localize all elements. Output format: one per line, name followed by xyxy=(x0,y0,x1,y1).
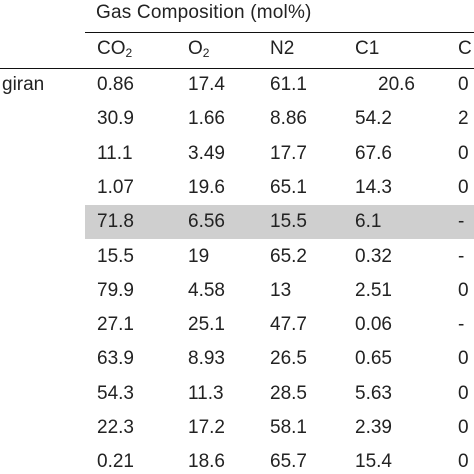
table-cell: 11.1 xyxy=(97,142,133,164)
table-cell: 8.93 xyxy=(188,348,225,370)
table-cell: 0 xyxy=(458,348,469,370)
table-cell: 17.2 xyxy=(188,417,225,438)
column-header-text: N2 xyxy=(270,38,295,59)
column-header-text: C1 xyxy=(355,38,380,59)
column-header-text: CO xyxy=(97,38,126,59)
column-header: N2 xyxy=(270,37,294,61)
table-cell: 17.7 xyxy=(270,142,307,164)
table-cell: 0 xyxy=(458,451,469,473)
table-cell: 0.21 xyxy=(97,451,134,473)
table-cell: 0.06 xyxy=(355,314,392,336)
table-cell: 58.1 xyxy=(270,417,307,438)
column-header-subscript: 2 xyxy=(202,46,210,60)
table-cell: 65.1 xyxy=(270,176,307,198)
table-cell: - xyxy=(458,314,465,336)
table-cell: 11.3 xyxy=(188,382,224,404)
table-cell: 0 xyxy=(458,279,469,301)
table-cell: 1.07 xyxy=(97,176,134,198)
table-cell: 30.9 xyxy=(97,108,134,130)
column-header-text: C xyxy=(458,38,472,59)
table-cell: 20.6 xyxy=(378,74,415,95)
table-cell: - xyxy=(458,211,465,233)
column-header-text: O xyxy=(188,38,203,59)
table-title: Gas Composition (mol%) xyxy=(96,2,312,23)
table-cell: - xyxy=(458,245,465,267)
table-cell: 15.5 xyxy=(97,245,134,267)
table-cell: 14.3 xyxy=(355,176,392,198)
table-cell: 26.5 xyxy=(270,348,307,370)
row-label: giran xyxy=(2,74,45,95)
table-cell: 79.9 xyxy=(97,279,134,301)
column-header-subscript: 2 xyxy=(125,46,133,60)
column-header: O2 xyxy=(188,37,209,61)
table-cell: 47.7 xyxy=(270,314,307,336)
table-cell: 0.65 xyxy=(355,348,392,370)
table-cell: 1.66 xyxy=(188,108,225,130)
table-cell: 2.39 xyxy=(355,417,392,438)
column-header: C xyxy=(458,37,472,61)
table-cell: 61.1 xyxy=(270,74,307,95)
table-cell: 17.4 xyxy=(188,74,225,95)
table-cell: 15.5 xyxy=(270,211,307,233)
table-cell: 27.1 xyxy=(97,314,134,336)
table-cell: 65.2 xyxy=(270,245,307,267)
table-cell: 63.9 xyxy=(97,348,134,370)
table-cell: 28.5 xyxy=(270,382,307,404)
table-cell: 25.1 xyxy=(188,314,225,336)
table-cell: 18.6 xyxy=(188,451,225,473)
header-bottom-rule xyxy=(0,68,474,69)
table-cell: 22.3 xyxy=(97,417,134,438)
table-cell: 6.1 xyxy=(355,211,382,233)
column-header: CO2 xyxy=(97,37,132,61)
table-cell: 15.4 xyxy=(355,451,392,473)
table-cell: 0.86 xyxy=(97,74,134,95)
table-cell: 19 xyxy=(188,245,210,267)
table-cell: 0.32 xyxy=(355,245,392,267)
table-cell: 0 xyxy=(458,382,469,404)
table-cell: 19.6 xyxy=(188,176,225,198)
header-top-rule xyxy=(85,32,474,33)
table-cell: 54.2 xyxy=(355,108,392,130)
table-cell: 5.63 xyxy=(355,382,392,404)
table-cell: 13 xyxy=(270,279,292,301)
table-cell: 6.56 xyxy=(188,211,225,233)
table-cell: 4.58 xyxy=(188,279,225,301)
table-cell: 54.3 xyxy=(97,382,134,404)
table-cell: 67.6 xyxy=(355,142,392,164)
table-cell: 0 xyxy=(458,142,469,164)
table-cell: 0 xyxy=(458,417,469,438)
column-header: C1 xyxy=(355,37,379,61)
table-cell: 8.86 xyxy=(270,108,307,130)
table-cell: 65.7 xyxy=(270,451,307,473)
table-cell: 0 xyxy=(458,74,469,95)
table-cell: 2.51 xyxy=(355,279,392,301)
table-cell: 71.8 xyxy=(97,211,134,233)
highlighted-row-band xyxy=(85,205,474,240)
table-cell: 3.49 xyxy=(188,142,225,164)
table-cell: 2 xyxy=(458,108,469,130)
table-cell: 0 xyxy=(458,176,469,198)
